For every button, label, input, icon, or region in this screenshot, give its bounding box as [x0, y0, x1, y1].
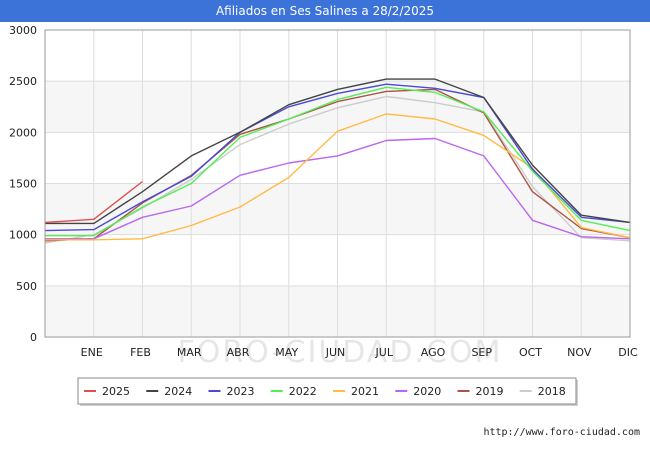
- y-tick-label: 2000: [9, 126, 37, 139]
- legend: 2025 2024 2023 2022 2021 2020 2019 2018: [77, 377, 578, 406]
- series-line-2018: [44, 95, 631, 244]
- x-tick-label: ABR: [227, 346, 250, 359]
- y-tick-label: 3000: [9, 24, 37, 37]
- legend-label-2022: 2022: [289, 385, 317, 398]
- watermark: FORO-CIUDAD.COM: [178, 335, 503, 370]
- x-tick-label: ENE: [81, 346, 103, 359]
- legend-label-2025: 2025: [102, 385, 130, 398]
- series-lines: [44, 78, 631, 244]
- source-url[interactable]: http://www.foro-ciudad.com: [483, 427, 640, 438]
- y-tick-label: 2500: [9, 75, 37, 88]
- x-tick-label: FEB: [130, 346, 151, 359]
- legend-label-2020: 2020: [413, 385, 441, 398]
- y-tick-label: 500: [16, 280, 37, 293]
- axes: 0 500 1000 1500 2000 2500 3000 ENE FEB MAR ABR MAY J…: [9, 24, 638, 359]
- plot-frame: [44, 29, 631, 338]
- x-tick-label: OCT: [519, 346, 542, 359]
- x-tick-label: AGO: [421, 346, 446, 359]
- series-line-2024: [45, 78, 631, 225]
- x-tick-label: DIC: [618, 346, 638, 359]
- x-tick-label: MAR: [177, 346, 202, 359]
- x-tick-label: NOV: [567, 346, 592, 359]
- x-tick-label: SEP: [471, 346, 492, 359]
- series-line-2022: [45, 86, 631, 237]
- y-tick-label: 1000: [9, 229, 37, 242]
- legend-label-2021: 2021: [351, 385, 379, 398]
- x-tick-label: JUL: [375, 346, 394, 359]
- legend-box: [77, 377, 577, 405]
- legend-label-2018: 2018: [538, 385, 566, 398]
- y-tick-label: 1500: [9, 178, 37, 191]
- legend-label-2024: 2024: [164, 385, 192, 398]
- legend-label-2023: 2023: [227, 385, 255, 398]
- legend-label-2019: 2019: [476, 385, 504, 398]
- y-tick-label: 0: [30, 331, 37, 344]
- x-tick-label: MAY: [275, 346, 298, 359]
- series-line-2023: [44, 83, 631, 232]
- series-line-2019: [44, 88, 631, 242]
- series-line-2025: [44, 180, 143, 224]
- chart-title: Afiliados en Ses Salines a 28/2/2025: [0, 0, 650, 22]
- x-tick-label: JUN: [325, 346, 346, 359]
- series-line-2020: [45, 137, 631, 240]
